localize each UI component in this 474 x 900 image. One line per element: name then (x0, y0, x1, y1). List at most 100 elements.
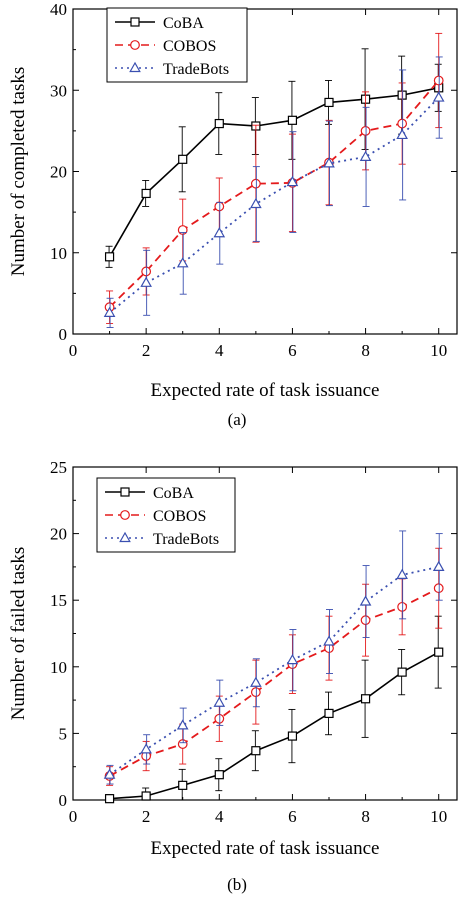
panel-b-y-tick-label: 5 (59, 724, 68, 743)
panel-a-series-tradebots-point (250, 197, 262, 209)
panel-b-x-axis-label: Expected rate of task issuance (151, 838, 380, 859)
panel-b-series-tradebots (103, 530, 445, 785)
panel-a-x-tick-label: 10 (430, 341, 447, 360)
panel-a-series-cobos (104, 32, 444, 324)
panel-b-series-tradebots-point (359, 595, 372, 606)
panel-b-series-tradebots-point (286, 653, 299, 665)
panel-a-y-tick-label: 10 (50, 244, 67, 263)
panel-b-series-coba-point (360, 694, 371, 704)
panel-a-series-tradebots-point (286, 175, 299, 187)
panel-a-legend-marker-tradebots (129, 61, 141, 73)
panel-b-legend-label-coba: CoBA (153, 485, 194, 502)
panel-a: 0 2 4 6 8 10 0 10 20 30 40 Expected rate of task is… (8, 0, 458, 429)
panel-b-series-coba-point (104, 794, 115, 804)
panel-a-legend-label-tradebots: TradeBots (163, 61, 229, 78)
panel-a-y-tick-label: 20 (50, 163, 67, 182)
panel-a-series-coba-point (104, 252, 115, 262)
panel-b-series-coba-point (141, 791, 151, 801)
panel-a-y-axis-label: Number of completed tasks (8, 67, 29, 276)
panel-a-y-tick-label: 0 (59, 325, 68, 344)
panel-a-series-coba-point (141, 188, 151, 199)
panel-a-legend-marker-cobos (130, 40, 140, 50)
panel-a-series-tradebots-point (103, 306, 116, 317)
panel-b-x-tick-label: 6 (288, 807, 297, 826)
panel-b-series-cobos-point (177, 739, 188, 749)
panel-b-series-tradebots-point (213, 696, 226, 707)
panel-b-legend: CoBA COBOS TradeBots (96, 477, 236, 553)
panel-a-series-cobos-point (360, 125, 371, 136)
panel-b-x-tick-label: 10 (430, 807, 447, 826)
panel-b-panel-label: (b) (227, 875, 247, 894)
panel-b-x-tick-label: 8 (361, 807, 370, 826)
panel-b-series-tradebots-point (323, 635, 335, 646)
panel-a-series-cobos-point (141, 266, 152, 277)
panel-b-series-coba-point (287, 731, 298, 741)
panel-a-x-tick-label: 0 (69, 341, 78, 360)
panel-a-series-cobos-point (177, 225, 188, 235)
panel-b-series-tradebots-point (250, 676, 262, 687)
panel-b-series-tradebots-point (140, 743, 152, 754)
panel-a-series-cobos-point (433, 75, 444, 86)
panel-a-y-tick-label: 40 (50, 0, 67, 19)
panel-b-y-axis-label: Number of failed tasks (8, 547, 29, 721)
panel-b-series-coba (104, 615, 444, 804)
panel-b-series-cobos (104, 547, 444, 786)
panel-b-series-coba-point (178, 780, 188, 790)
panel-b-x-tick-label: 0 (69, 807, 78, 826)
panel-a-panel-label: (a) (228, 410, 247, 429)
panel-b-x-tick-label: 2 (142, 807, 151, 826)
panel-b-y-tick-label: 0 (59, 791, 68, 810)
panel-a-series-tradebots (103, 56, 445, 328)
panel-b-y-tick-label: 20 (50, 525, 67, 544)
panel-a-series-coba-line (108, 87, 439, 258)
panel-a-series-coba-point (324, 97, 334, 108)
panel-a-series-coba-point (287, 115, 298, 125)
panel-b-legend-marker-cobos (120, 510, 130, 520)
panel-b-series-cobos-point (397, 601, 408, 612)
panel-b-series-coba-line (109, 651, 440, 800)
panel-b-y-tick-label: 15 (50, 591, 67, 610)
panel-b-legend-marker-coba (120, 487, 130, 497)
panel-a-series-tradebots-point (359, 150, 372, 161)
panel-b-series-tradebots-point (103, 768, 116, 779)
panel-b-y-tick-label: 25 (50, 458, 67, 477)
panel-a-x-tick-label: 2 (142, 341, 151, 360)
panel-a-series-tradebots-point (213, 227, 226, 238)
panel-a-x-tick-label: 4 (215, 341, 224, 360)
panel-a-x-tick-label: 6 (288, 341, 297, 360)
panel-b-x-tick-label: 4 (215, 807, 224, 826)
panel-b-y-tick-label: 10 (50, 658, 67, 677)
panel-b-series-cobos-point (214, 713, 225, 724)
panel-b: 0 2 4 6 8 10 0 5 10 15 20 25 Expected rate of task i… (8, 458, 458, 894)
panel-a-legend: CoBA COBOS TradeBots (106, 7, 248, 83)
panel-b-series-cobos-point (360, 615, 371, 626)
panel-a-series-tradebots-point (396, 128, 408, 140)
panel-a-series-cobos-point (250, 178, 261, 189)
panel-b-legend-label-tradebots: TradeBots (153, 531, 219, 548)
panel-b-series-tradebots-point (432, 560, 445, 572)
panel-b-legend-marker-tradebots (119, 531, 131, 543)
panel-b-series-coba-point (214, 770, 224, 780)
panel-a-series-tradebots-point (140, 276, 152, 287)
panel-a-y-tick-label: 30 (50, 81, 67, 100)
panel-b-series-tradebots-point (396, 568, 408, 579)
panel-a-x-axis-label: Expected rate of task issuance (151, 380, 380, 401)
panel-b-series-coba-point (397, 667, 407, 677)
panel-b-series-tradebots-line (109, 566, 439, 776)
panel-b-series-tradebots-point (176, 719, 189, 730)
panel-a-series-cobos-line (108, 79, 440, 308)
panel-a-series-coba-point (214, 118, 224, 129)
panel-a-x-tick-label: 8 (361, 341, 370, 360)
panel-a-legend-label-cobos: COBOS (163, 38, 216, 55)
panel-b-series-cobos-point (250, 687, 261, 698)
panel-a-series-tradebots-line (108, 96, 440, 314)
panel-b-series-cobos-point (433, 583, 444, 594)
panel-a-series-coba-point (178, 154, 188, 164)
panel-b-series-coba-point (434, 647, 444, 657)
panel-b-legend-label-cobos: COBOS (153, 508, 206, 525)
panel-a-legend-marker-coba (130, 17, 140, 27)
panel-b-series-coba-point (324, 708, 334, 719)
panel-a-series-tradebots-point (323, 157, 335, 168)
